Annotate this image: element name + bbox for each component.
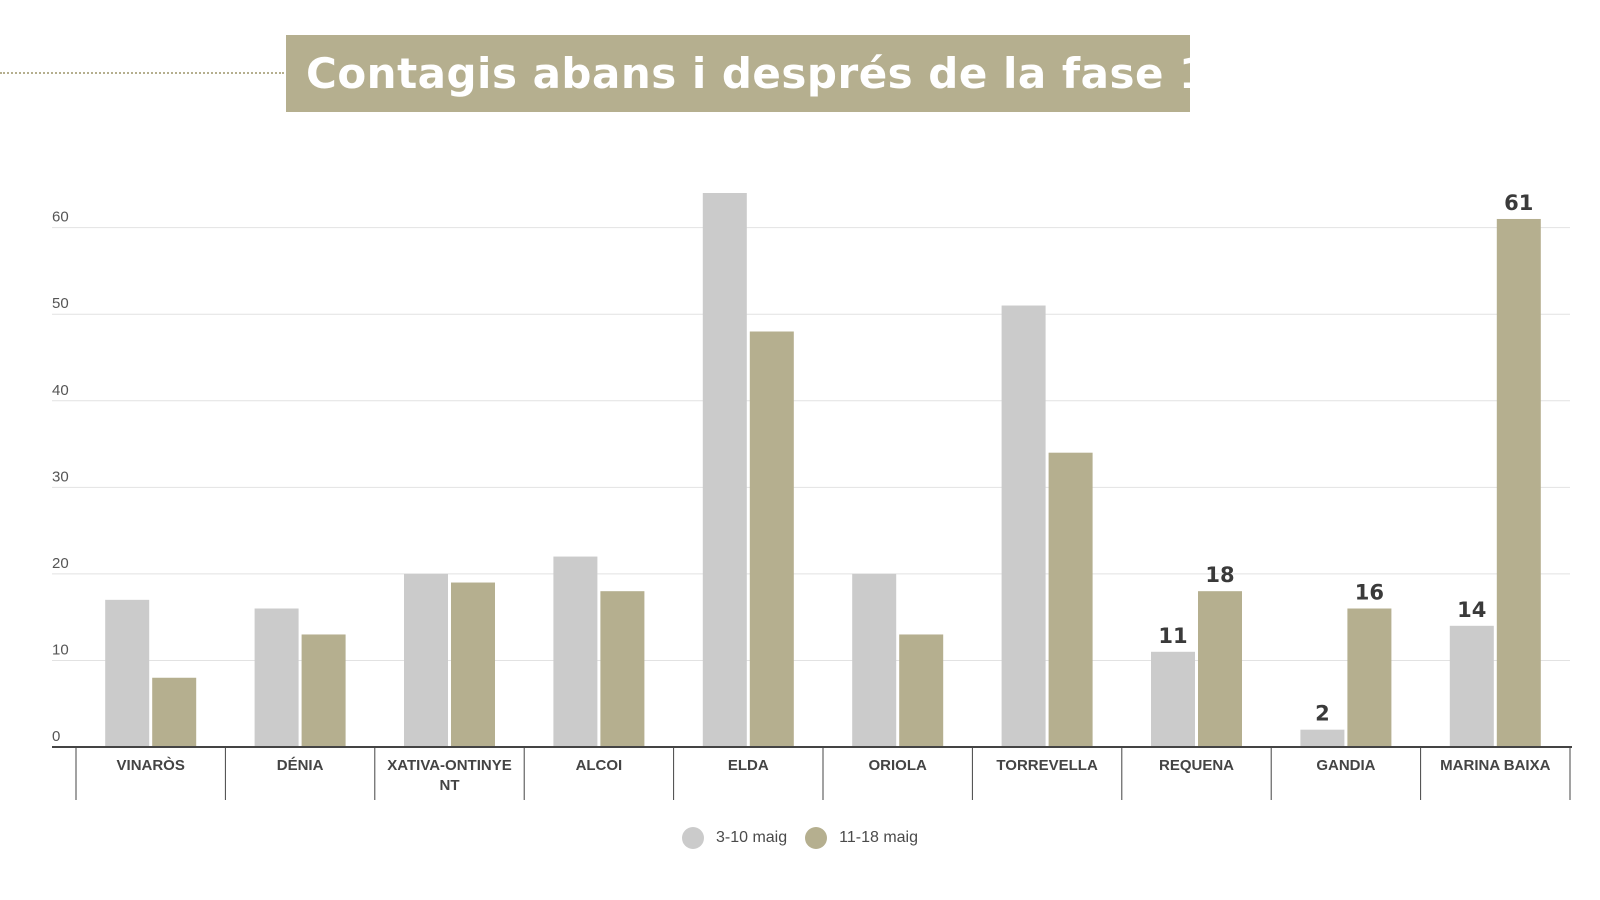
x-tick-label: VINARÒS — [117, 756, 185, 774]
bar — [600, 591, 645, 747]
data-label: 2 — [1315, 702, 1330, 726]
bar — [301, 634, 346, 747]
legend-item-series-1: 3-10 maig — [681, 827, 788, 849]
bar — [254, 608, 299, 747]
bar — [702, 193, 747, 747]
y-tick-label: 20 — [52, 555, 69, 572]
x-tick-label: ELDA — [728, 757, 769, 774]
data-label: 18 — [1205, 563, 1234, 587]
y-tick-label: 10 — [52, 641, 69, 658]
y-tick-label: 0 — [52, 728, 60, 745]
x-tick-label: TORREVELLA — [996, 757, 1098, 774]
legend-item-series-2: 11-18 maig — [805, 827, 918, 849]
y-tick-label: 50 — [52, 295, 69, 312]
bar — [1151, 651, 1195, 747]
x-tick-label: REQUENA — [1159, 757, 1234, 774]
bar — [899, 634, 944, 747]
bar — [1198, 591, 1242, 747]
data-label: 11 — [1158, 624, 1187, 648]
bar — [105, 599, 150, 747]
bar — [852, 573, 897, 747]
bar — [1048, 452, 1093, 747]
title-dotted-line — [0, 72, 284, 74]
data-label: 14 — [1457, 598, 1486, 622]
data-label: 61 — [1504, 191, 1533, 215]
legend-swatch-series-2 — [805, 827, 828, 849]
x-tick-label: GANDIA — [1316, 757, 1375, 774]
x-tick-label: ORIOLA — [869, 757, 927, 774]
x-tick-label: NT — [440, 777, 460, 794]
y-tick-label: 60 — [52, 209, 69, 226]
legend: 3-10 maig 11-18 maig — [0, 827, 1600, 849]
bar — [1347, 608, 1392, 747]
bar — [1001, 305, 1046, 747]
x-tick-label: MARINA BAIXA — [1440, 757, 1550, 774]
bar — [553, 556, 598, 747]
bar — [451, 582, 495, 747]
chart-title: Contagis abans i després de la fase 1 — [286, 35, 1208, 112]
bar — [749, 331, 794, 747]
data-label: 16 — [1355, 581, 1384, 605]
title-banner: Contagis abans i després de la fase 1 — [0, 35, 1208, 112]
x-tick-label: DÉNIA — [277, 757, 324, 774]
x-tick-label: ALCOI — [576, 757, 623, 774]
bar — [404, 573, 448, 747]
bar — [1300, 729, 1345, 747]
x-tick-label: XATIVA-ONTINYE — [387, 757, 511, 774]
bar — [1449, 625, 1494, 747]
y-tick-label: 40 — [52, 382, 69, 399]
legend-swatch-series-1 — [681, 827, 704, 849]
legend-label-series-1: 3-10 maig — [715, 829, 788, 846]
legend-label-series-2: 11-18 maig — [839, 829, 918, 846]
bar — [1496, 218, 1541, 747]
y-tick-label: 30 — [52, 468, 69, 485]
bar — [152, 677, 197, 747]
